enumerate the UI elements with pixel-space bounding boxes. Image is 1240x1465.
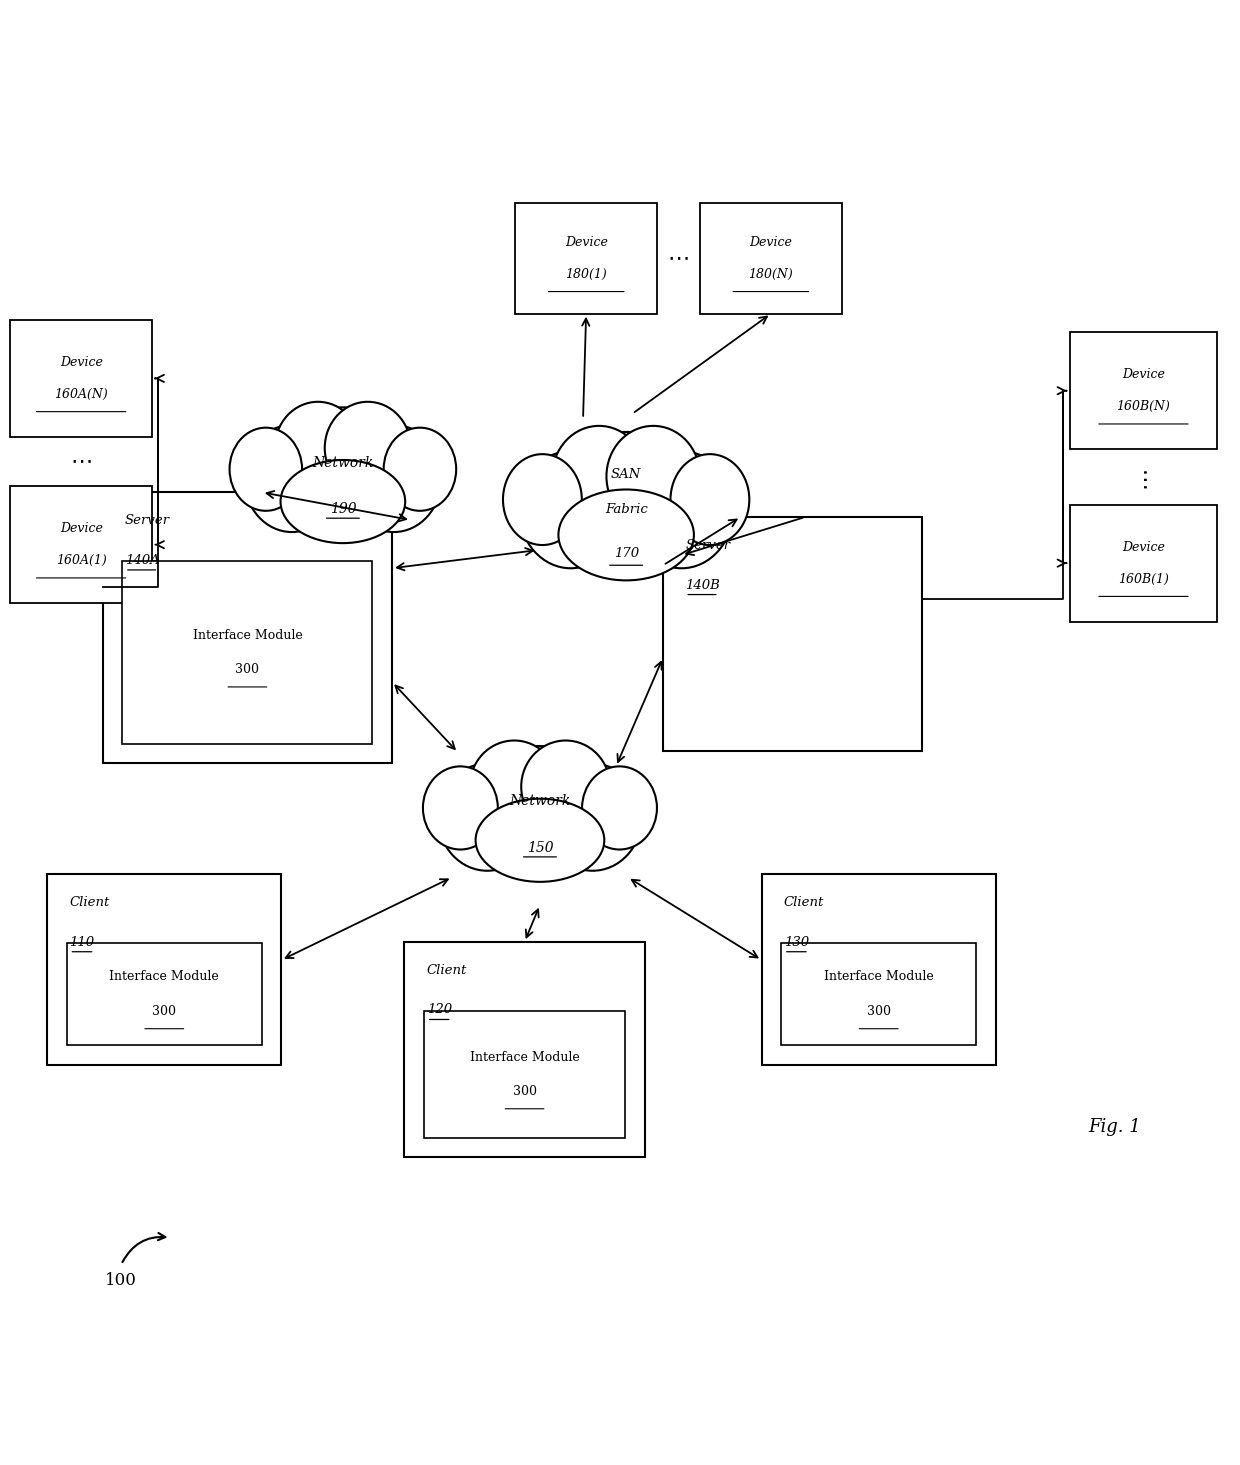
Text: 140A: 140A — [125, 554, 160, 567]
Text: Device: Device — [564, 236, 608, 249]
Text: Device: Device — [60, 356, 103, 369]
Ellipse shape — [520, 451, 622, 568]
FancyBboxPatch shape — [404, 942, 645, 1157]
Text: Interface Module: Interface Module — [109, 970, 219, 983]
FancyBboxPatch shape — [10, 486, 153, 604]
FancyBboxPatch shape — [701, 202, 842, 314]
FancyBboxPatch shape — [10, 319, 153, 437]
FancyBboxPatch shape — [1070, 333, 1218, 450]
Text: Interface Module: Interface Module — [192, 628, 303, 642]
Ellipse shape — [558, 489, 694, 580]
FancyBboxPatch shape — [47, 875, 281, 1065]
Ellipse shape — [423, 766, 497, 850]
Text: 300: 300 — [153, 1005, 176, 1018]
FancyBboxPatch shape — [781, 943, 976, 1046]
Text: 150: 150 — [527, 841, 553, 854]
FancyBboxPatch shape — [123, 561, 372, 744]
Text: 100: 100 — [105, 1272, 138, 1289]
FancyBboxPatch shape — [103, 492, 392, 763]
Text: Device: Device — [60, 522, 103, 535]
FancyBboxPatch shape — [516, 202, 657, 314]
Ellipse shape — [280, 460, 405, 544]
Text: Network: Network — [312, 456, 373, 470]
Text: Client: Client — [427, 964, 467, 977]
Text: Client: Client — [69, 897, 110, 910]
Text: ⋯: ⋯ — [69, 451, 92, 472]
FancyBboxPatch shape — [663, 517, 921, 752]
Ellipse shape — [582, 766, 657, 850]
Text: ⋯: ⋯ — [667, 248, 689, 268]
Text: Device: Device — [1122, 541, 1164, 554]
Text: Server: Server — [125, 514, 170, 527]
Text: 160B(N): 160B(N) — [1116, 400, 1171, 413]
Text: Server: Server — [686, 539, 730, 552]
Text: ⋯: ⋯ — [1133, 466, 1153, 488]
Ellipse shape — [383, 428, 456, 511]
Text: 190: 190 — [330, 502, 356, 516]
FancyBboxPatch shape — [1070, 504, 1218, 621]
Text: 120: 120 — [427, 1004, 451, 1017]
Ellipse shape — [325, 401, 410, 494]
Ellipse shape — [552, 426, 646, 527]
Ellipse shape — [521, 740, 610, 834]
Ellipse shape — [476, 798, 604, 882]
Text: 180(N): 180(N) — [749, 268, 794, 281]
Text: 180(1): 180(1) — [565, 268, 608, 281]
Ellipse shape — [244, 425, 340, 532]
Text: 160A(1): 160A(1) — [56, 554, 107, 567]
Text: 140B: 140B — [686, 579, 720, 592]
Ellipse shape — [470, 740, 559, 834]
Text: 130: 130 — [784, 936, 808, 949]
Text: SAN: SAN — [611, 467, 641, 481]
Ellipse shape — [280, 407, 405, 541]
FancyBboxPatch shape — [424, 1011, 625, 1138]
Text: 300: 300 — [512, 1086, 537, 1099]
Text: 300: 300 — [867, 1005, 890, 1018]
Text: Device: Device — [749, 236, 792, 249]
Text: Interface Module: Interface Module — [823, 970, 934, 983]
Text: Network: Network — [510, 794, 570, 809]
Text: Interface Module: Interface Module — [470, 1050, 579, 1064]
Text: Client: Client — [784, 897, 825, 910]
Ellipse shape — [346, 425, 441, 532]
Ellipse shape — [503, 454, 582, 545]
Text: 170: 170 — [614, 546, 639, 560]
Ellipse shape — [275, 401, 361, 494]
Ellipse shape — [476, 746, 604, 879]
Text: Device: Device — [1122, 368, 1164, 381]
Text: 160B(1): 160B(1) — [1118, 573, 1169, 586]
Text: Fabric: Fabric — [605, 502, 647, 516]
Ellipse shape — [558, 432, 694, 577]
Ellipse shape — [606, 426, 701, 527]
Ellipse shape — [229, 428, 303, 511]
Text: 300: 300 — [236, 664, 259, 677]
Ellipse shape — [543, 763, 642, 870]
FancyBboxPatch shape — [67, 943, 262, 1046]
Ellipse shape — [630, 451, 733, 568]
Text: 110: 110 — [69, 936, 94, 949]
Text: 160A(N): 160A(N) — [55, 388, 108, 401]
Text: Fig. 1: Fig. 1 — [1087, 1118, 1141, 1135]
Ellipse shape — [671, 454, 749, 545]
Ellipse shape — [438, 763, 537, 870]
FancyBboxPatch shape — [761, 875, 996, 1065]
